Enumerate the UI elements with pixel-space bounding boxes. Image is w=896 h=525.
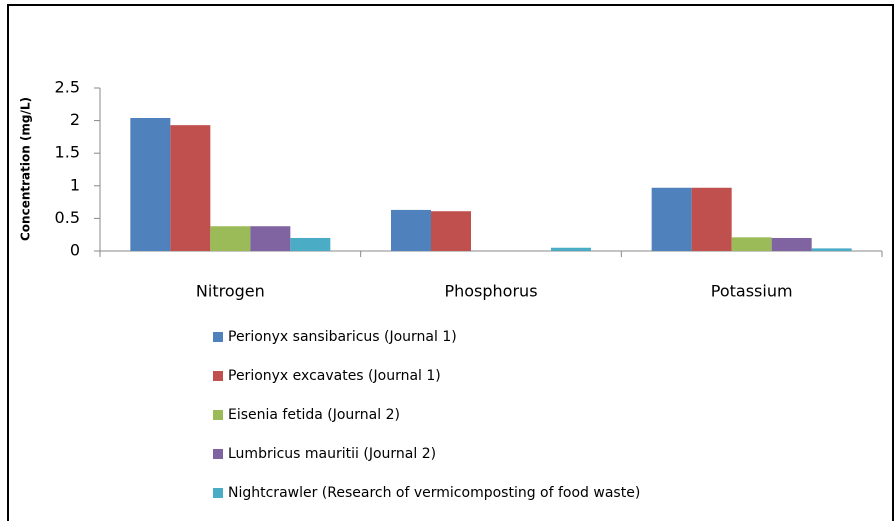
legend-label: Perionyx excavates (Journal 1) (228, 368, 441, 384)
legend-label: Eisenia fetida (Journal 2) (228, 407, 400, 423)
bar (290, 237, 331, 251)
legend-swatch (213, 332, 223, 342)
legend-swatch (213, 488, 223, 498)
y-tick-label: 2 (70, 110, 80, 129)
bar (811, 248, 852, 251)
bar (210, 226, 251, 251)
bar (691, 187, 732, 251)
y-tick-label: 0.5 (55, 208, 80, 227)
bar (431, 211, 471, 251)
bar (771, 237, 812, 251)
x-tick-label: Nitrogen (196, 282, 265, 301)
bar (651, 187, 692, 251)
legend-swatch (213, 410, 223, 420)
bar (391, 209, 431, 251)
x-tick-label: Potassium (711, 282, 793, 301)
bar (130, 117, 171, 251)
y-tick-label: 2.5 (55, 78, 80, 97)
legend-label: Nightcrawler (Research of vermicompostin… (228, 485, 640, 501)
y-tick-label: 0 (70, 241, 80, 260)
bar (731, 237, 772, 251)
y-tick-label: 1 (70, 175, 80, 194)
bar (551, 247, 591, 251)
chart-frame (7, 4, 894, 525)
y-axis-label: Concentration (mg/L) (19, 97, 33, 241)
legend-label: Perionyx sansibaricus (Journal 1) (228, 329, 457, 345)
legend-swatch (213, 449, 223, 459)
bar (170, 125, 211, 251)
bar (250, 226, 291, 251)
legend-label: Lumbricus mauritii (Journal 2) (228, 446, 436, 462)
y-tick-label: 1.5 (55, 143, 80, 162)
legend-swatch (213, 371, 223, 381)
x-tick-label: Phosphorus (444, 282, 537, 301)
